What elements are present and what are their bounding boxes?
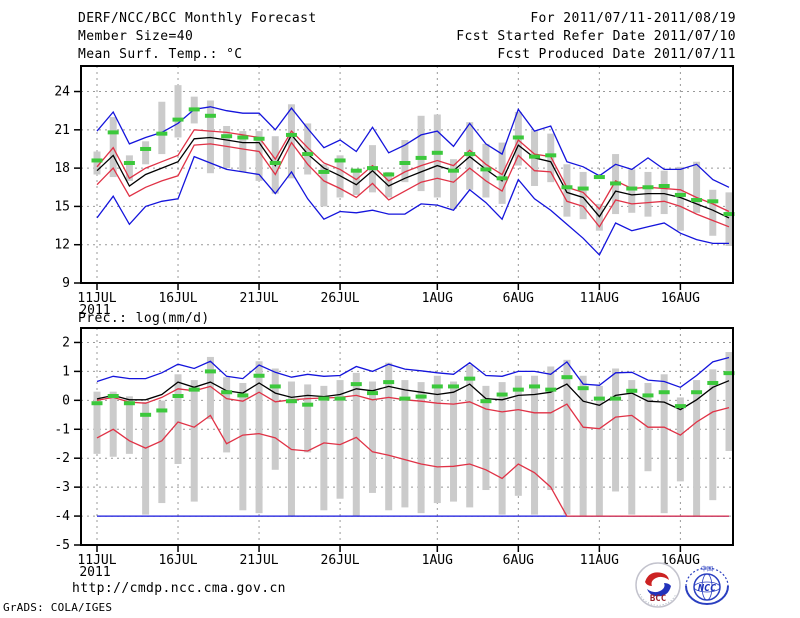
svg-text:15: 15: [54, 199, 70, 214]
fcst-started-label: Fcst Started Refer Date 2011/07/10: [456, 29, 736, 44]
svg-text:12: 12: [54, 238, 70, 253]
svg-text:-4: -4: [54, 509, 70, 524]
bcc-logo-icon: BCC: [635, 562, 681, 608]
svg-text:11JUL: 11JUL: [77, 291, 116, 306]
svg-text:中国: 中国: [701, 565, 713, 573]
svg-text:6AUG: 6AUG: [503, 291, 534, 306]
ncc-logo-icon: NCC 中国: [684, 565, 730, 606]
series-ensemble-max: [96, 106, 730, 188]
svg-text:6AUG: 6AUG: [503, 553, 534, 568]
svg-text:16AUG: 16AUG: [661, 291, 700, 306]
svg-text:11JUL: 11JUL: [77, 553, 116, 568]
svg-text:0: 0: [62, 393, 70, 408]
member-size-label: Member Size=40: [78, 29, 194, 44]
svg-text:-1: -1: [54, 422, 70, 437]
svg-text:21JUL: 21JUL: [239, 553, 278, 568]
svg-text:16JUL: 16JUL: [158, 553, 197, 568]
svg-text:2011: 2011: [79, 303, 110, 318]
svg-text:2: 2: [62, 335, 70, 350]
svg-text:1AUG: 1AUG: [422, 553, 453, 568]
svg-text:-3: -3: [54, 480, 70, 495]
series-lower-bound: [96, 414, 729, 517]
prec-chart-title: Prec.: log(mm/d): [78, 311, 210, 326]
series-upper-bound: [96, 385, 730, 436]
svg-text:9: 9: [62, 276, 70, 291]
svg-text:1AUG: 1AUG: [422, 291, 453, 306]
series-ensemble-min: [96, 155, 729, 257]
svg-text:-5: -5: [54, 538, 70, 553]
svg-text:1: 1: [62, 364, 70, 379]
svg-text:18: 18: [54, 161, 70, 176]
footer-logos: BCC NCC 中国: [635, 562, 730, 608]
svg-text:11AUG: 11AUG: [580, 553, 619, 568]
series-ensemble-max: [96, 356, 730, 389]
svg-text:21JUL: 21JUL: [239, 291, 278, 306]
svg-text:16JUL: 16JUL: [158, 291, 197, 306]
source-url-text: http://cmdp.ncc.cma.gov.cn: [72, 581, 286, 596]
svg-text:-2: -2: [54, 451, 70, 466]
series-ensemble-mean: [96, 133, 730, 219]
forecast-range-label: For 2011/07/11-2011/08/19: [530, 11, 736, 26]
series-upper-bound: [96, 129, 730, 213]
bcc-logo-label: BCC: [650, 594, 666, 604]
grads-credit-label: GrADS: COLA/IGES: [3, 601, 113, 614]
svg-text:24: 24: [54, 85, 70, 100]
series-lower-bound: [96, 141, 730, 228]
fcst-produced-label: Fcst Produced Date 2011/07/11: [497, 47, 736, 62]
svg-text:2011: 2011: [79, 565, 110, 580]
page-title: DERF/NCC/BCC Monthly Forecast: [78, 11, 317, 26]
svg-text:26JUL: 26JUL: [321, 553, 360, 568]
ncc-logo-label: NCC: [697, 583, 716, 594]
svg-text:16AUG: 16AUG: [661, 553, 700, 568]
svg-text:26JUL: 26JUL: [321, 291, 360, 306]
series-ensemble-mean: [96, 380, 730, 411]
temp-chart-title: Mean Surf. Temp.: °C: [78, 47, 243, 62]
svg-text:11AUG: 11AUG: [580, 291, 619, 306]
svg-text:21: 21: [54, 123, 70, 138]
